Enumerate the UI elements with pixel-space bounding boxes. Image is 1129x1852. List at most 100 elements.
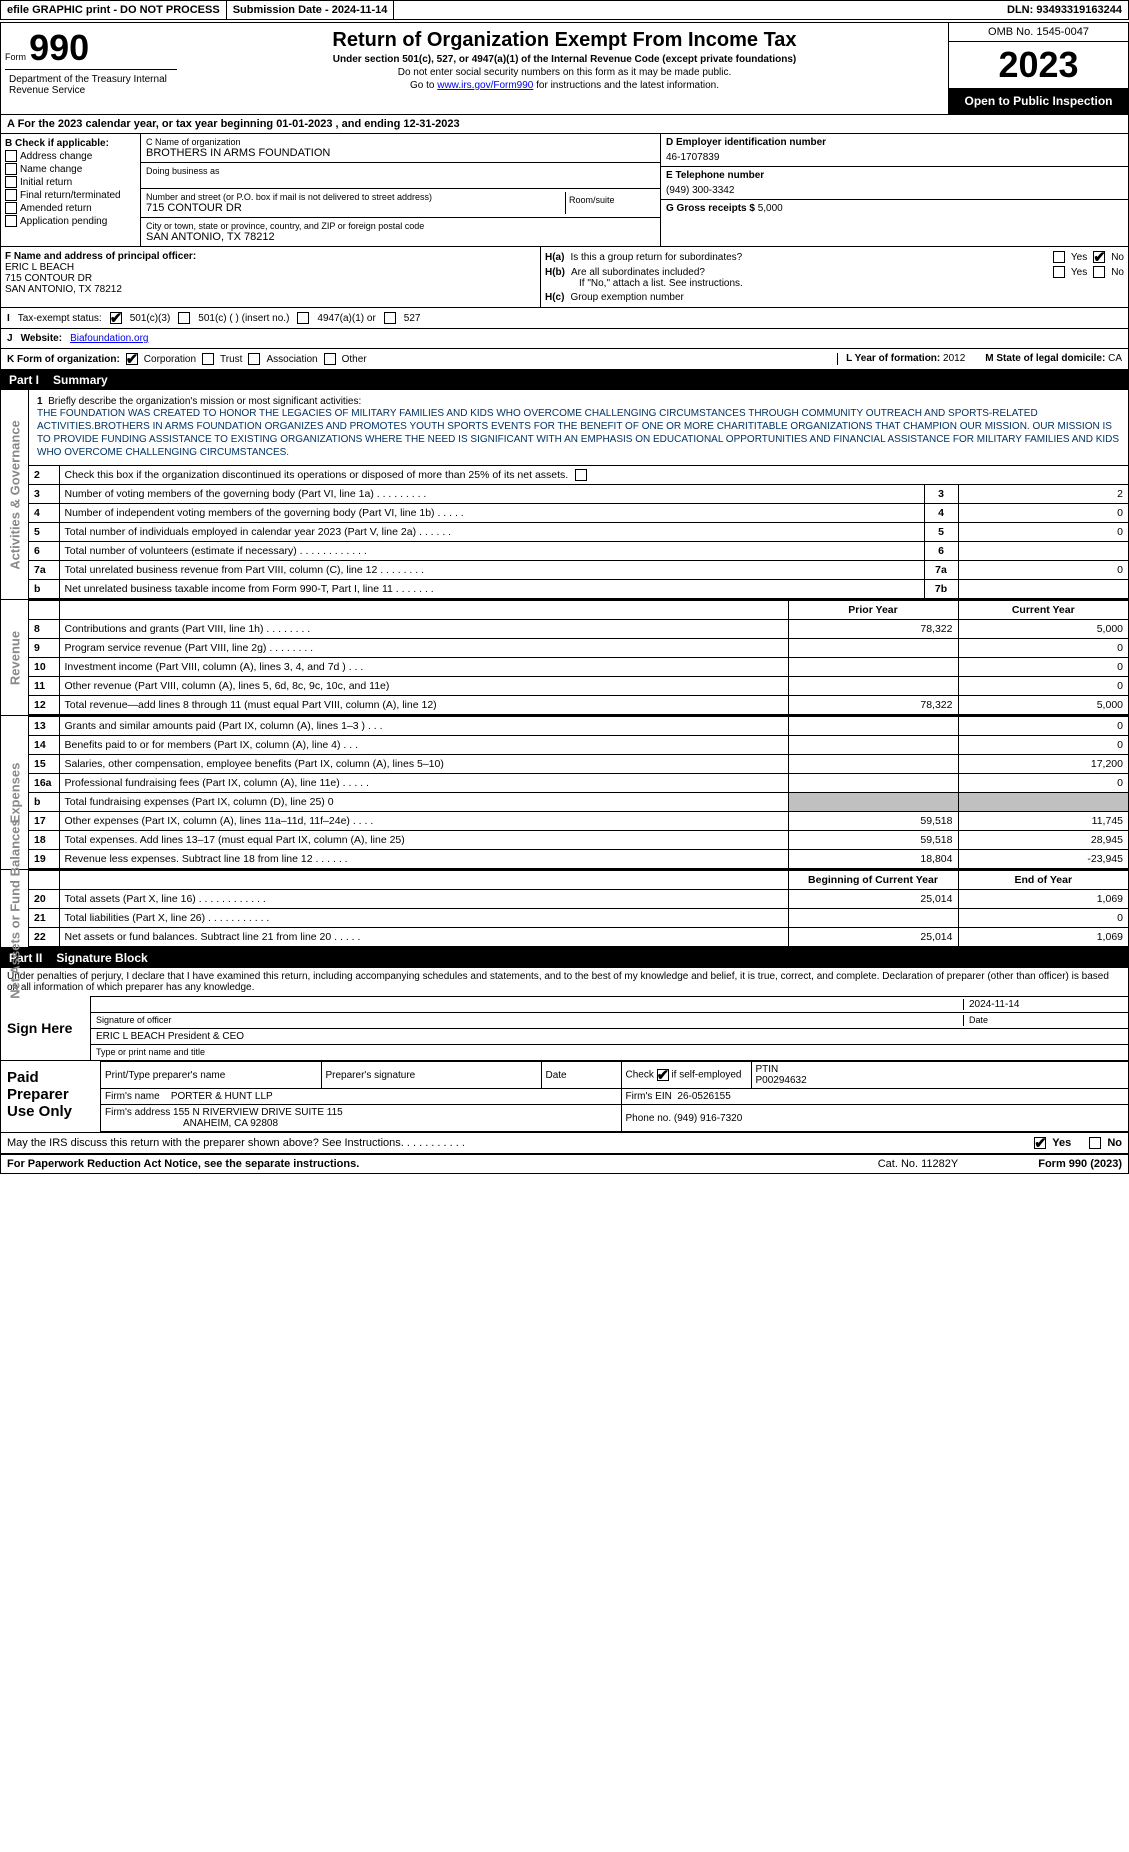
checkbox-icon[interactable]: [126, 353, 138, 365]
addr-cell: Number and street (or P.O. box if mail i…: [141, 189, 660, 218]
check-amended: Amended return: [5, 202, 136, 214]
org-name: BROTHERS IN ARMS FOUNDATION: [146, 147, 655, 159]
checkbox-icon[interactable]: [324, 353, 336, 365]
checkbox-icon[interactable]: [5, 215, 17, 227]
revenue-section: Revenue Prior YearCurrent Year 8Contribu…: [1, 600, 1128, 716]
governance-section: Activities & Governance 1 Briefly descri…: [1, 390, 1128, 600]
efile-label: efile GRAPHIC print - DO NOT PROCESS: [1, 1, 227, 19]
checkbox-icon[interactable]: [178, 312, 190, 324]
dept-label: Department of the Treasury Internal Reve…: [5, 69, 177, 100]
preparer-label: Paid Preparer Use Only: [1, 1061, 101, 1132]
form-container: Form 990 Department of the Treasury Inte…: [0, 22, 1129, 1174]
gross-value: 5,000: [758, 203, 783, 214]
goto-link[interactable]: www.irs.gov/Form990: [437, 80, 533, 91]
checkbox-icon[interactable]: [1053, 251, 1065, 263]
part2-header: Part II Signature Block: [1, 948, 1128, 968]
checkbox-icon[interactable]: [1034, 1137, 1046, 1149]
year-formation: 2012: [943, 353, 965, 364]
checkbox-icon[interactable]: [575, 469, 587, 481]
form-subtitle: Under section 501(c), 527, or 4947(a)(1)…: [187, 54, 942, 65]
checkbox-icon[interactable]: [384, 312, 396, 324]
goto-line: Go to www.irs.gov/Form990 for instructio…: [187, 80, 942, 91]
expenses-table: 13Grants and similar amounts paid (Part …: [29, 716, 1128, 869]
checkbox-icon[interactable]: [1093, 266, 1105, 278]
paperwork-notice: For Paperwork Reduction Act Notice, see …: [7, 1158, 878, 1170]
checkbox-icon[interactable]: [1089, 1137, 1101, 1149]
checkbox-icon[interactable]: [202, 353, 214, 365]
revenue-table: Prior YearCurrent Year 8Contributions an…: [29, 600, 1128, 715]
firm-name: PORTER & HUNT LLP: [171, 1091, 273, 1102]
preparer-block: Paid Preparer Use Only Print/Type prepar…: [1, 1061, 1128, 1133]
website-link[interactable]: Biafoundation.org: [70, 333, 148, 344]
vlabel-expenses: Expenses: [7, 762, 22, 823]
gross-cell: G Gross receipts $ 5,000: [661, 200, 1128, 230]
topbar: efile GRAPHIC print - DO NOT PROCESS Sub…: [0, 0, 1129, 20]
checkbox-icon[interactable]: [297, 312, 309, 324]
ptin: P00294632: [756, 1075, 1125, 1086]
officer-sig-name: ERIC L BEACH President & CEO: [96, 1031, 1123, 1042]
checkbox-icon[interactable]: [110, 312, 122, 324]
col-c: C Name of organization BROTHERS IN ARMS …: [141, 134, 661, 246]
h-section: H(a) Is this a group return for subordin…: [541, 247, 1128, 307]
netassets-table: Beginning of Current YearEnd of Year 20T…: [29, 870, 1128, 947]
check-pending: Application pending: [5, 215, 136, 227]
vlabel-revenue: Revenue: [7, 631, 22, 685]
officer-cell: F Name and address of principal officer:…: [1, 247, 541, 307]
governance-table: 2Check this box if the organization disc…: [29, 465, 1128, 599]
part1-header: Part I Summary: [1, 370, 1128, 390]
row-f: F Name and address of principal officer:…: [1, 247, 1128, 308]
checkbox-icon[interactable]: [5, 202, 17, 214]
row-i: I Tax-exempt status: 501(c)(3) 501(c) ( …: [1, 308, 1128, 329]
row-j: J Website: Biafoundation.org: [1, 329, 1128, 349]
check-final-return: Final return/terminated: [5, 189, 136, 201]
org-name-cell: C Name of organization BROTHERS IN ARMS …: [141, 134, 660, 163]
col-b-label: B Check if applicable:: [5, 138, 136, 149]
expenses-section: Expenses 13Grants and similar amounts pa…: [1, 716, 1128, 870]
tel-value: (949) 300-3342: [666, 185, 1123, 196]
dln: DLN: 93493319163244: [1001, 1, 1128, 19]
tel-cell: E Telephone number (949) 300-3342: [661, 167, 1128, 200]
form-number: 990: [29, 27, 89, 68]
org-city: SAN ANTONIO, TX 78212: [146, 231, 655, 243]
title-box: Return of Organization Exempt From Incom…: [181, 23, 948, 114]
form-word: Form: [5, 52, 26, 62]
checkbox-icon[interactable]: [5, 189, 17, 201]
goto-suffix: for instructions and the latest informat…: [536, 80, 719, 91]
discuss-row: May the IRS discuss this return with the…: [1, 1133, 1128, 1153]
form-number-box: Form 990 Department of the Treasury Inte…: [1, 23, 181, 114]
sign-here-label: Sign Here: [1, 996, 91, 1060]
row-a: A For the 2023 calendar year, or tax yea…: [1, 115, 1128, 134]
org-address: 715 CONTOUR DR: [146, 202, 565, 214]
checkbox-icon[interactable]: [657, 1069, 669, 1081]
firm-ein: 26-0526155: [677, 1091, 730, 1102]
form-ref: Form 990 (2023): [1038, 1158, 1122, 1170]
ssn-note: Do not enter social security numbers on …: [187, 67, 942, 78]
checkbox-icon[interactable]: [5, 176, 17, 188]
form-title: Return of Organization Exempt From Incom…: [187, 29, 942, 52]
year-box: OMB No. 1545-0047 2023 Open to Public In…: [948, 23, 1128, 114]
mission-row: 1 Briefly describe the organization's mi…: [29, 390, 1128, 465]
check-name-change: Name change: [5, 163, 136, 175]
city-cell: City or town, state or province, country…: [141, 218, 660, 246]
col-b: B Check if applicable: Address change Na…: [1, 134, 141, 246]
sig-date: 2024-11-14: [963, 999, 1123, 1010]
vlabel-netassets: Net Assets or Fund Balances: [7, 819, 22, 998]
checkbox-icon[interactable]: [1053, 266, 1065, 278]
netassets-section: Net Assets or Fund Balances Beginning of…: [1, 870, 1128, 948]
section-bcd: B Check if applicable: Address change Na…: [1, 134, 1128, 247]
officer-name: ERIC L BEACH: [5, 262, 536, 273]
row-k: K Form of organization: Corporation Trus…: [1, 349, 1128, 370]
checkbox-icon[interactable]: [5, 163, 17, 175]
vlabel-governance: Activities & Governance: [7, 420, 22, 570]
ein-cell: D Employer identification number 46-1707…: [661, 134, 1128, 167]
mission-text: THE FOUNDATION WAS CREATED TO HONOR THE …: [37, 408, 1119, 458]
dba-cell: Doing business as: [141, 163, 660, 189]
signature-block: Under penalties of perjury, I declare th…: [1, 968, 1128, 1061]
checkbox-icon[interactable]: [5, 150, 17, 162]
col-d: D Employer identification number 46-1707…: [661, 134, 1128, 246]
tax-year: 2023: [949, 42, 1128, 88]
footer: For Paperwork Reduction Act Notice, see …: [1, 1153, 1128, 1173]
checkbox-icon[interactable]: [1093, 251, 1105, 263]
checkbox-icon[interactable]: [248, 353, 260, 365]
goto-prefix: Go to: [410, 80, 437, 91]
